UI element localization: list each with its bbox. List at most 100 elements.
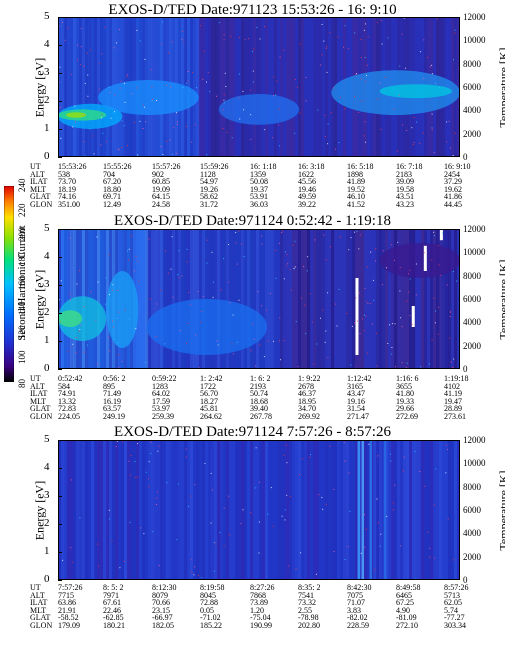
y2-tick-label: 4000 <box>463 317 481 328</box>
ephemeris-row-label: ALT <box>30 169 45 179</box>
heatmap-speckle <box>371 323 373 325</box>
heatmap-speckle <box>108 518 110 520</box>
heatmap-speckle <box>258 481 260 483</box>
heatmap-speckle <box>375 248 377 250</box>
heatmap-speckle <box>288 565 290 567</box>
heatmap-speckle <box>415 263 417 265</box>
heatmap-speckle <box>360 552 362 554</box>
heatmap-column <box>355 440 359 580</box>
heatmap-speckle <box>108 294 110 296</box>
heatmap-column <box>454 440 458 580</box>
heatmap-speckle <box>194 124 196 126</box>
heatmap-speckle <box>84 351 85 353</box>
ephemeris-row-label: UT <box>30 583 41 592</box>
panel-2: EXOS-D/TED Date:971124 0:52:42 - 1:19:18… <box>0 210 505 425</box>
heatmap-speckle <box>256 27 258 28</box>
heatmap-speckle <box>295 321 297 323</box>
heatmap-column <box>208 229 212 369</box>
heatmap-speckle <box>72 126 74 128</box>
y-tick-mark <box>58 579 62 581</box>
heatmap-speckle <box>294 79 296 81</box>
heatmap-column <box>85 440 89 580</box>
heatmap-speckle <box>222 128 224 130</box>
heatmap-speckle <box>429 66 431 68</box>
heatmap-speckle <box>185 456 187 458</box>
ephemeris-cell: 272.69 <box>396 411 418 421</box>
heatmap-column <box>268 229 272 369</box>
heatmap-column <box>445 229 449 369</box>
heatmap-column <box>103 440 107 580</box>
heatmap-column <box>361 229 365 369</box>
heatmap-speckle <box>394 323 396 325</box>
y-tick-label: 4 <box>44 38 50 50</box>
heatmap-speckle <box>329 32 331 34</box>
heatmap-column <box>328 229 332 369</box>
heatmap-speckle <box>375 260 377 262</box>
heatmap-column <box>436 440 440 580</box>
heatmap-speckle <box>166 482 168 484</box>
heatmap-speckle <box>322 309 324 311</box>
heatmap-speckle <box>311 321 313 323</box>
heatmap-speckle <box>335 148 337 150</box>
ephemeris-row-label: ILAT <box>30 598 48 607</box>
heatmap-column <box>121 440 125 580</box>
heatmap-speckle <box>70 547 72 549</box>
heatmap-column <box>310 440 314 580</box>
heatmap-speckle <box>363 29 365 31</box>
heatmap-speckle <box>231 137 233 139</box>
heatmap-plot <box>58 17 460 157</box>
ephemeris-row-label: UT <box>30 374 41 383</box>
heatmap-speckle <box>144 106 145 108</box>
heatmap-column <box>148 440 152 580</box>
heatmap-column <box>184 440 188 580</box>
heatmap-speckle <box>197 290 199 292</box>
heatmap-speckle <box>344 559 346 560</box>
heatmap-speckle <box>206 154 208 156</box>
heatmap-column <box>259 17 263 157</box>
heatmap-speckle <box>200 25 202 27</box>
heatmap-speckle <box>255 447 257 449</box>
heatmap-column <box>130 440 134 580</box>
ephemeris-row-label: MLT <box>30 396 47 406</box>
heatmap-speckle <box>223 99 225 101</box>
heatmap-column <box>415 229 419 369</box>
heatmap-column <box>316 17 320 157</box>
heatmap-region <box>98 80 199 115</box>
y-tick-mark <box>58 551 62 553</box>
heatmap-speckle <box>250 350 252 352</box>
heatmap-column <box>445 440 449 580</box>
panel-title: EXOS-D/TED Date:971124 0:52:42 - 1:19:18 <box>114 213 391 229</box>
heatmap-speckle <box>364 287 366 289</box>
heatmap-column <box>136 229 140 369</box>
heatmap-speckle <box>239 118 241 120</box>
heatmap-speckle <box>79 64 81 66</box>
ephemeris-cell: 303.34 <box>444 620 466 630</box>
heatmap-speckle <box>139 40 141 42</box>
heatmap-column <box>115 440 119 580</box>
heatmap-speckle <box>102 132 104 134</box>
heatmap-column <box>412 440 416 580</box>
heatmap-speckle <box>356 73 357 75</box>
heatmap-speckle <box>384 77 386 78</box>
ephemeris-cell: 228.59 <box>347 620 369 630</box>
heatmap-speckle <box>454 32 456 34</box>
heatmap-column <box>145 229 149 369</box>
heatmap-column <box>112 440 116 580</box>
heatmap-column <box>382 229 386 369</box>
ephemeris-cell: 71.49 <box>103 389 121 398</box>
heatmap-speckle <box>453 59 454 61</box>
heatmap-column-highlight <box>383 440 387 580</box>
heatmap-column <box>274 17 278 157</box>
heatmap-speckle <box>377 455 379 457</box>
heatmap-speckle <box>238 73 240 75</box>
heatmap-speckle <box>116 440 118 442</box>
heatmap-speckle <box>244 39 246 41</box>
heatmap-speckle <box>187 322 189 324</box>
heatmap-speckle <box>381 284 383 286</box>
heatmap-speckle <box>254 487 256 489</box>
heatmap-speckle <box>58 81 60 83</box>
heatmap-speckle <box>392 502 394 504</box>
heatmap-column <box>196 440 200 580</box>
heatmap-speckle <box>108 509 110 511</box>
heatmap-speckle <box>339 96 341 98</box>
